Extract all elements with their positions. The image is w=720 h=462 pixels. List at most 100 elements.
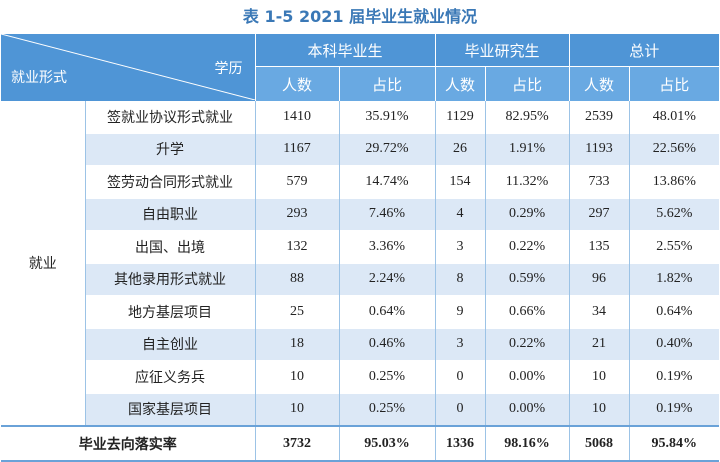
corner-label-form: 就业形式 bbox=[11, 70, 67, 86]
table-row: 自主创业 18 0.46% 3 0.22% 21 0.40% bbox=[1, 328, 720, 361]
cell-ug-ratio: 3.36% bbox=[338, 230, 436, 263]
row-category: 自由职业 bbox=[84, 198, 255, 231]
group-header-undergrad: 本科毕业生 bbox=[254, 34, 436, 67]
cell-ug-count: 1410 bbox=[254, 101, 339, 133]
cell-pg-ratio: 0.66% bbox=[484, 295, 570, 328]
cell-ug-ratio: 14.74% bbox=[338, 165, 436, 198]
subheader-count: 人数 bbox=[434, 66, 486, 101]
cell-pg-ratio: 11.32% bbox=[484, 165, 570, 198]
cell-ug-count: 88 bbox=[254, 263, 339, 296]
total-row: 毕业去向落实率 3732 95.03% 1336 98.16% 5068 95.… bbox=[1, 425, 720, 462]
table-caption: 表 1-5 2021 届毕业生就业情况 bbox=[242, 7, 478, 26]
cell-ug-count: 18 bbox=[254, 328, 339, 361]
cell-total-count: 733 bbox=[568, 165, 630, 198]
cell-pg-count: 4 bbox=[434, 198, 486, 231]
cell-total-ratio: 0.19% bbox=[628, 393, 720, 426]
row-category: 地方基层项目 bbox=[84, 295, 255, 328]
employment-table: 就业形式 学历 本科毕业生 毕业研究生 总计 人数 占比 人数 占比 人数 占比… bbox=[1, 34, 720, 462]
cell-ug-ratio: 7.46% bbox=[338, 198, 436, 231]
cell-total-ratio: 0.64% bbox=[628, 295, 720, 328]
cell-pg-ratio: 0.22% bbox=[484, 230, 570, 263]
corner-label-degree: 学历 bbox=[214, 61, 243, 77]
cell-pg-ratio: 0.22% bbox=[484, 328, 570, 361]
row-category: 升学 bbox=[84, 133, 255, 166]
table-row: 应征义务兵 10 0.25% 0 0.00% 10 0.19% bbox=[1, 360, 720, 393]
row-category: 自主创业 bbox=[84, 328, 255, 361]
group-header-postgrad: 毕业研究生 bbox=[434, 34, 570, 67]
cell-pg-count: 1129 bbox=[434, 101, 486, 133]
cell-pg-count: 3 bbox=[434, 328, 486, 361]
group-header-total: 总计 bbox=[568, 34, 720, 67]
table-row: 签劳动合同形式就业 579 14.74% 154 11.32% 733 13.8… bbox=[1, 165, 720, 198]
cell-total-count: 1193 bbox=[568, 133, 630, 166]
row-category: 出国、出境 bbox=[84, 230, 255, 263]
cell-total-count: 96 bbox=[568, 263, 630, 296]
cell-total-ratio: 13.86% bbox=[628, 165, 720, 198]
cell-ug-count: 25 bbox=[254, 295, 339, 328]
subheader-count: 人数 bbox=[568, 66, 630, 101]
cell-pg-ratio: 0.00% bbox=[484, 393, 570, 426]
cell-ug-count: 579 bbox=[254, 165, 339, 198]
subheader-count: 人数 bbox=[254, 66, 340, 101]
total-pg-ratio: 98.16% bbox=[484, 425, 570, 462]
subheader-ratio: 占比 bbox=[338, 66, 436, 101]
cell-total-ratio: 1.82% bbox=[628, 263, 720, 296]
cell-ug-ratio: 2.24% bbox=[338, 263, 436, 296]
cell-pg-count: 8 bbox=[434, 263, 486, 296]
cell-ug-count: 293 bbox=[254, 198, 339, 231]
cell-total-count: 297 bbox=[568, 198, 630, 231]
group-label-employment: 就业 bbox=[1, 101, 85, 426]
cell-pg-ratio: 1.91% bbox=[484, 133, 570, 166]
cell-total-count: 21 bbox=[568, 328, 630, 361]
total-label: 毕业去向落实率 bbox=[1, 425, 255, 462]
cell-pg-count: 3 bbox=[434, 230, 486, 263]
cell-pg-ratio: 82.95% bbox=[484, 101, 570, 133]
cell-total-ratio: 0.19% bbox=[628, 360, 720, 393]
table-row: 国家基层项目 10 0.25% 0 0.00% 10 0.19% bbox=[1, 393, 720, 426]
cell-total-count: 10 bbox=[568, 360, 630, 393]
cell-total-ratio: 22.56% bbox=[628, 133, 720, 166]
cell-total-ratio: 5.62% bbox=[628, 198, 720, 231]
cell-pg-count: 0 bbox=[434, 360, 486, 393]
cell-pg-ratio: 0.29% bbox=[484, 198, 570, 231]
cell-ug-ratio: 0.25% bbox=[338, 393, 436, 426]
cell-ug-ratio: 0.25% bbox=[338, 360, 436, 393]
total-count: 5068 bbox=[568, 425, 630, 462]
cell-total-ratio: 0.40% bbox=[628, 328, 720, 361]
cell-total-count: 2539 bbox=[568, 101, 630, 133]
table-row: 自由职业 293 7.46% 4 0.29% 297 5.62% bbox=[1, 198, 720, 231]
cell-total-ratio: 48.01% bbox=[628, 101, 720, 133]
subheader-ratio: 占比 bbox=[484, 66, 570, 101]
cell-ug-count: 132 bbox=[254, 230, 339, 263]
cell-ug-count: 1167 bbox=[254, 133, 339, 166]
row-category: 国家基层项目 bbox=[84, 393, 255, 426]
cell-ug-ratio: 0.64% bbox=[338, 295, 436, 328]
cell-ug-count: 10 bbox=[254, 393, 339, 426]
cell-ug-ratio: 35.91% bbox=[338, 101, 436, 133]
cell-total-count: 135 bbox=[568, 230, 630, 263]
cell-pg-ratio: 0.00% bbox=[484, 360, 570, 393]
cell-pg-count: 26 bbox=[434, 133, 486, 166]
row-category: 签劳动合同形式就业 bbox=[84, 165, 255, 198]
cell-total-count: 10 bbox=[568, 393, 630, 426]
corner-header: 就业形式 学历 bbox=[1, 34, 256, 101]
cell-ug-ratio: 0.46% bbox=[338, 328, 436, 361]
table-row: 升学 1167 29.72% 26 1.91% 1193 22.56% bbox=[1, 133, 720, 166]
table-row: 出国、出境 132 3.36% 3 0.22% 135 2.55% bbox=[1, 230, 720, 263]
table-row: 就业 签就业协议形式就业 1410 35.91% 1129 82.95% 253… bbox=[1, 101, 720, 426]
cell-ug-count: 10 bbox=[254, 360, 339, 393]
row-category: 应征义务兵 bbox=[84, 360, 255, 393]
cell-total-count: 34 bbox=[568, 295, 630, 328]
diagonal-divider-icon bbox=[1, 34, 255, 100]
row-category: 签就业协议形式就业 bbox=[84, 101, 255, 133]
cell-ug-ratio: 29.72% bbox=[338, 133, 436, 166]
subheader-ratio: 占比 bbox=[628, 66, 720, 101]
table-row: 其他录用形式就业 88 2.24% 8 0.59% 96 1.82% bbox=[1, 263, 720, 296]
cell-pg-count: 9 bbox=[434, 295, 486, 328]
cell-total-ratio: 2.55% bbox=[628, 230, 720, 263]
cell-pg-count: 154 bbox=[434, 165, 486, 198]
row-category: 其他录用形式就业 bbox=[84, 263, 255, 296]
table-row: 地方基层项目 25 0.64% 9 0.66% 34 0.64% bbox=[1, 295, 720, 328]
cell-pg-count: 0 bbox=[434, 393, 486, 426]
cell-pg-ratio: 0.59% bbox=[484, 263, 570, 296]
